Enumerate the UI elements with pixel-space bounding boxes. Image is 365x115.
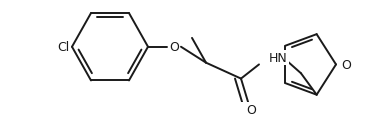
Text: HN: HN bbox=[269, 51, 288, 64]
Text: O: O bbox=[246, 103, 256, 115]
Text: O: O bbox=[169, 41, 179, 54]
Text: Cl: Cl bbox=[57, 41, 69, 54]
Text: O: O bbox=[341, 58, 351, 71]
